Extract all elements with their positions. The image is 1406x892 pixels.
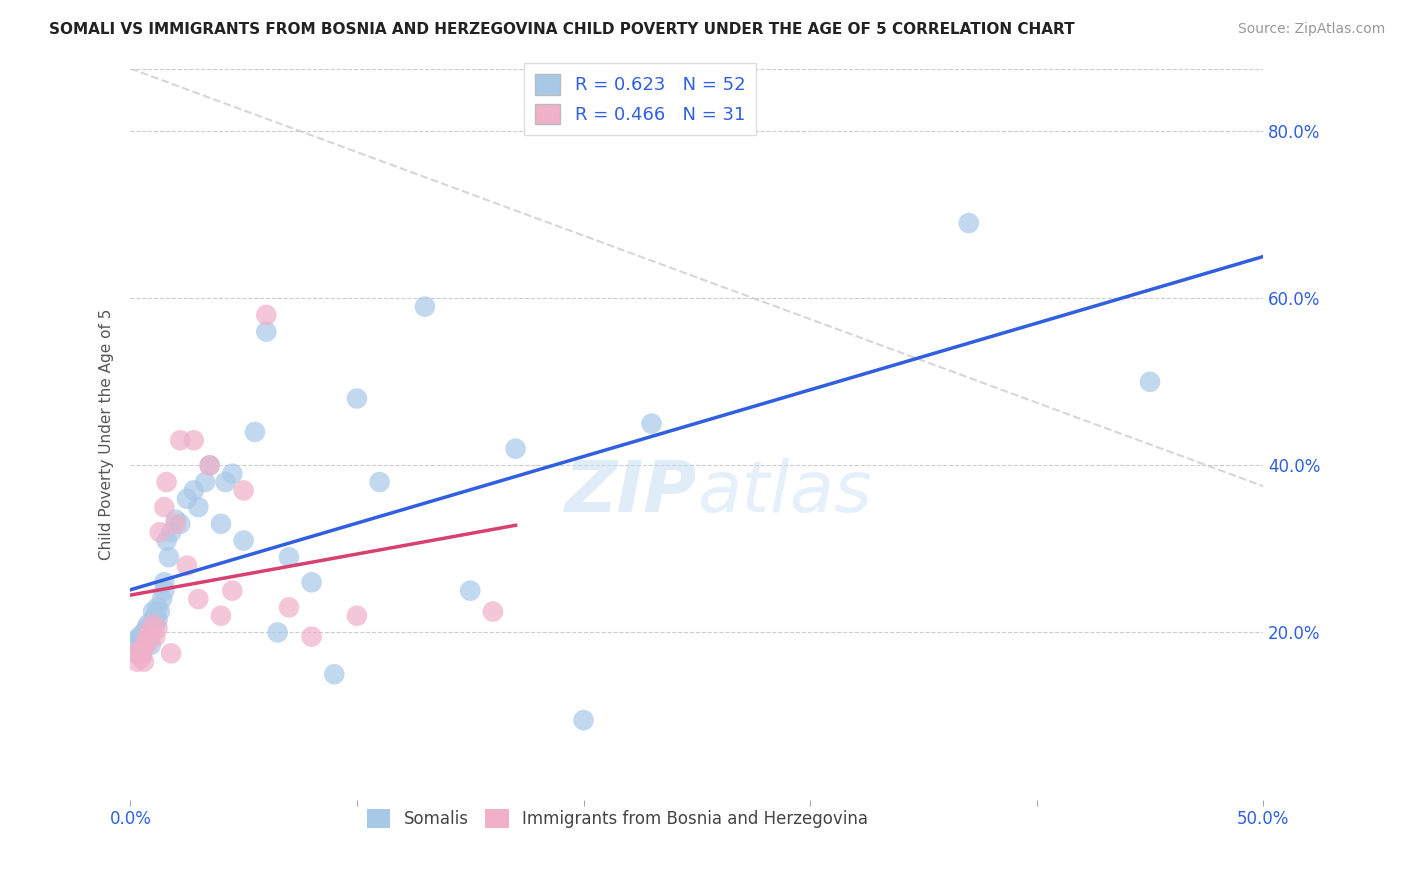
Point bbox=[142, 605, 165, 619]
Text: Source: ZipAtlas.com: Source: ZipAtlas.com bbox=[1237, 22, 1385, 37]
Point bbox=[198, 458, 221, 473]
Point bbox=[142, 617, 165, 632]
Point bbox=[128, 646, 150, 660]
Point bbox=[169, 516, 191, 531]
Point bbox=[346, 392, 368, 406]
Point bbox=[146, 613, 169, 627]
Point bbox=[124, 633, 146, 648]
Point bbox=[301, 630, 323, 644]
Point bbox=[232, 483, 254, 498]
Point bbox=[640, 417, 662, 431]
Point bbox=[131, 630, 153, 644]
Point bbox=[198, 458, 221, 473]
Point bbox=[368, 475, 391, 489]
Point bbox=[135, 633, 157, 648]
Point bbox=[132, 638, 155, 652]
Point bbox=[135, 621, 157, 635]
Point bbox=[346, 608, 368, 623]
Point bbox=[143, 630, 166, 644]
Point bbox=[127, 638, 149, 652]
Point bbox=[150, 592, 173, 607]
Point bbox=[221, 583, 243, 598]
Point bbox=[221, 467, 243, 481]
Point bbox=[135, 638, 157, 652]
Point bbox=[155, 475, 177, 489]
Point bbox=[124, 646, 146, 660]
Point bbox=[149, 605, 172, 619]
Point bbox=[153, 583, 176, 598]
Point bbox=[278, 600, 301, 615]
Point bbox=[176, 491, 198, 506]
Point bbox=[160, 525, 183, 540]
Point bbox=[187, 592, 209, 607]
Point bbox=[254, 325, 277, 339]
Text: SOMALI VS IMMIGRANTS FROM BOSNIA AND HERZEGOVINA CHILD POVERTY UNDER THE AGE OF : SOMALI VS IMMIGRANTS FROM BOSNIA AND HER… bbox=[49, 22, 1074, 37]
Point bbox=[142, 613, 165, 627]
Point bbox=[138, 617, 160, 632]
Point bbox=[505, 442, 527, 456]
Point bbox=[187, 500, 209, 515]
Legend: Somalis, Immigrants from Bosnia and Herzegovina: Somalis, Immigrants from Bosnia and Herz… bbox=[360, 803, 875, 835]
Point bbox=[243, 425, 266, 439]
Point bbox=[278, 550, 301, 565]
Point bbox=[214, 475, 236, 489]
Point bbox=[209, 516, 232, 531]
Text: atlas: atlas bbox=[697, 458, 872, 527]
Point bbox=[153, 500, 176, 515]
Point bbox=[232, 533, 254, 548]
Point bbox=[266, 625, 288, 640]
Point bbox=[157, 550, 180, 565]
Point bbox=[132, 625, 155, 640]
Point bbox=[176, 558, 198, 573]
Point bbox=[183, 483, 205, 498]
Point bbox=[138, 630, 160, 644]
Point bbox=[165, 513, 187, 527]
Point bbox=[160, 646, 183, 660]
Point bbox=[323, 667, 346, 681]
Point bbox=[458, 583, 481, 598]
Point bbox=[1139, 375, 1161, 389]
Point bbox=[209, 608, 232, 623]
Point bbox=[183, 434, 205, 448]
Text: ZIP: ZIP bbox=[565, 458, 697, 527]
Point bbox=[169, 434, 191, 448]
Point bbox=[572, 713, 595, 727]
Point bbox=[132, 655, 155, 669]
Point bbox=[138, 625, 160, 640]
Y-axis label: Child Poverty Under the Age of 5: Child Poverty Under the Age of 5 bbox=[100, 309, 114, 559]
Point bbox=[135, 633, 157, 648]
Point bbox=[153, 575, 176, 590]
Point bbox=[165, 516, 187, 531]
Point bbox=[131, 646, 153, 660]
Point bbox=[254, 308, 277, 322]
Point bbox=[146, 600, 169, 615]
Point bbox=[149, 525, 172, 540]
Point bbox=[128, 630, 150, 644]
Point bbox=[143, 617, 166, 632]
Point bbox=[146, 621, 169, 635]
Point bbox=[139, 638, 162, 652]
Point bbox=[957, 216, 980, 230]
Point bbox=[131, 650, 153, 665]
Point bbox=[413, 300, 436, 314]
Point bbox=[127, 655, 149, 669]
Point bbox=[301, 575, 323, 590]
Point bbox=[139, 625, 162, 640]
Point bbox=[482, 605, 505, 619]
Point bbox=[155, 533, 177, 548]
Point bbox=[194, 475, 217, 489]
Point bbox=[139, 630, 162, 644]
Point bbox=[131, 642, 153, 657]
Point bbox=[143, 608, 166, 623]
